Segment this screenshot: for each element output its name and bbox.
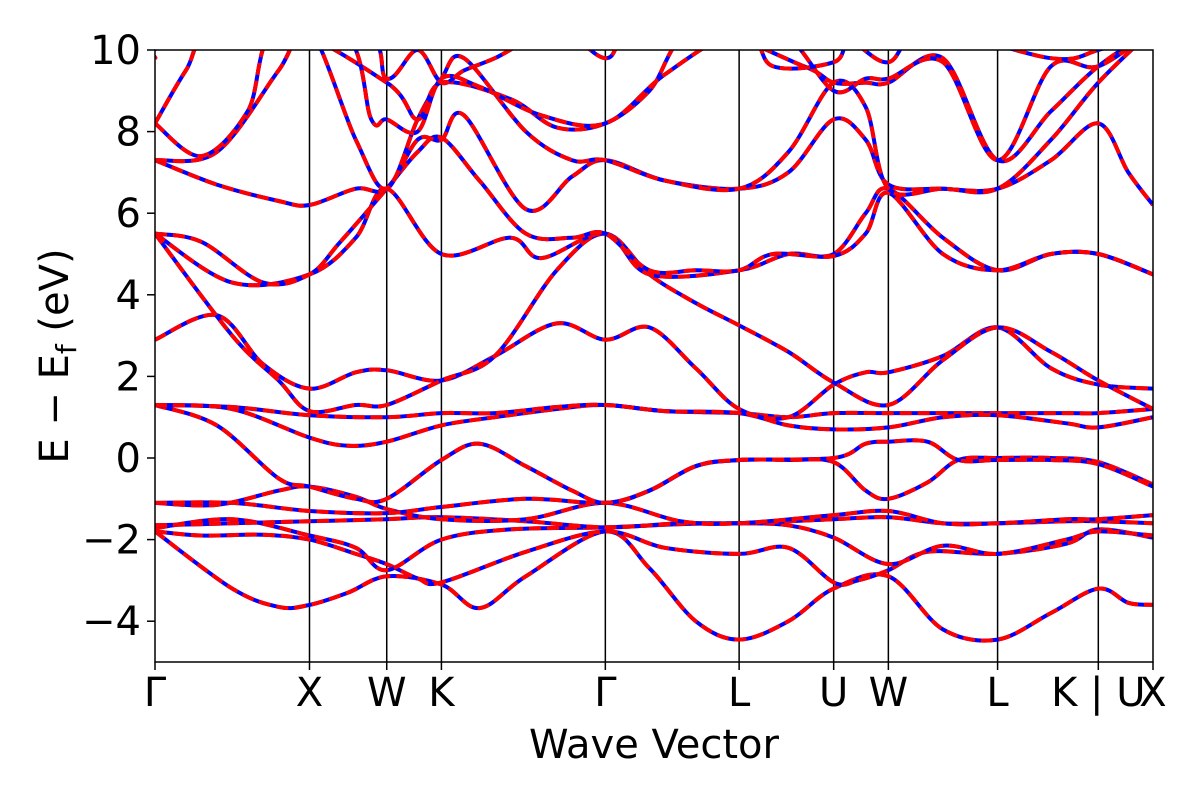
x-tick-label: W xyxy=(367,670,407,716)
x-tick-label: X xyxy=(296,670,323,716)
x-tick-label: Γ xyxy=(594,670,617,716)
band-line-red-2 xyxy=(155,517,1153,573)
y-axis-title-main: E − E xyxy=(32,354,78,464)
y-tick-label: 6 xyxy=(116,191,141,237)
y-tick-label: 10 xyxy=(90,28,141,74)
band-line-red-11 xyxy=(155,186,1153,288)
band-line-red-7 xyxy=(155,402,1153,448)
band-line-red-10 xyxy=(155,231,1153,415)
band-line-red-6 xyxy=(155,403,1153,505)
band-line-red-12 xyxy=(155,134,1153,287)
y-tick-label: −4 xyxy=(82,599,141,645)
x-tick-label: L xyxy=(986,670,1009,716)
x-tick-label: K xyxy=(428,670,456,716)
band-line-red-1 xyxy=(155,527,1153,587)
y-axis-title-unit: (eV) xyxy=(32,248,78,344)
x-tick-label: U xyxy=(819,670,848,716)
x-tick-label: Γ xyxy=(144,670,167,716)
y-axis-title: E − Ef (eV) xyxy=(32,248,83,463)
x-axis-title: Wave Vector xyxy=(529,722,780,768)
bands-group xyxy=(155,50,1153,643)
band-line-red-16 xyxy=(155,50,1130,163)
y-tick-label: 4 xyxy=(116,273,141,319)
high-symmetry-lines xyxy=(308,50,1100,662)
y-ticks: −4 −2 0 2 4 6 8 10 xyxy=(82,28,155,645)
y-tick-label: 0 xyxy=(116,436,141,482)
y-tick-label: 8 xyxy=(116,110,141,156)
y-tick-label: 2 xyxy=(116,354,141,400)
y-axis-title-subscript: f xyxy=(50,343,83,354)
plot-frame xyxy=(154,49,1154,663)
band-line-red-0 xyxy=(155,529,1153,643)
band-line-red-8 xyxy=(155,402,1153,432)
band-line-red-17 xyxy=(155,50,1106,86)
band-line-red-9 xyxy=(155,312,1153,421)
x-tick-label: L xyxy=(728,670,751,716)
x-tick-label: W xyxy=(869,670,909,716)
y-tick-label: −2 xyxy=(82,518,141,564)
x-tick-label: K | U xyxy=(1051,670,1145,716)
band-line-red-14 xyxy=(155,50,1135,197)
x-tick-label: X xyxy=(1139,670,1166,716)
band-line-red-4 xyxy=(155,484,1153,527)
